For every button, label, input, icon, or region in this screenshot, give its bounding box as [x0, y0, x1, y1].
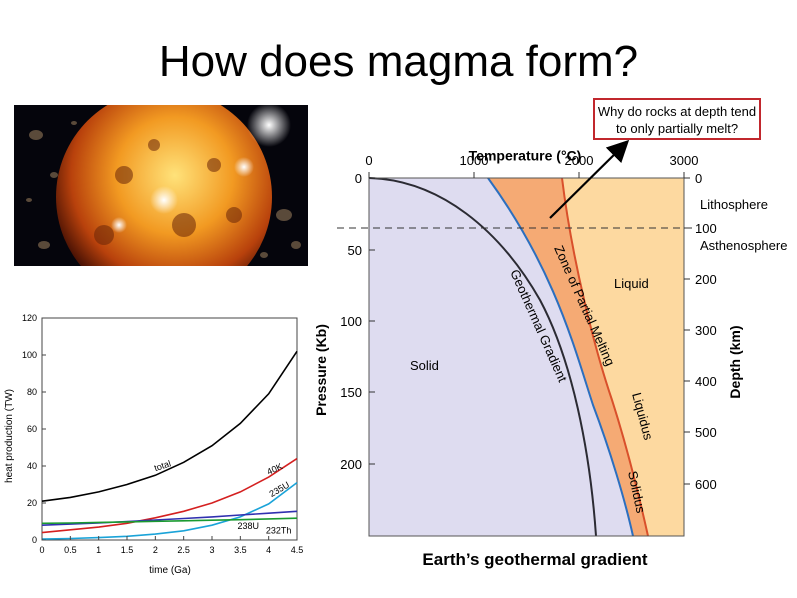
y-tick-label: 120: [22, 313, 37, 323]
chart-plot-frame: [41, 317, 298, 541]
temp-tick-0: 0: [365, 153, 372, 168]
y-tick-label: 0: [32, 535, 37, 545]
y-tick-label: 80: [27, 387, 37, 397]
x-tick-label: 2.5: [177, 545, 190, 555]
solid-region: [369, 178, 633, 536]
series-line-235U: [41, 481, 298, 540]
depth-tick-100: 100: [695, 221, 717, 236]
series-label-238U: 238U: [238, 521, 260, 531]
x-tick-label: 3.5: [234, 545, 247, 555]
depth-tick-0: 0: [695, 171, 702, 186]
y-tick-label: 100: [22, 350, 37, 360]
diagram-caption: Earth’s geothermal gradient: [422, 550, 648, 569]
solidus-line: [487, 177, 634, 537]
x-tick-label: 1: [96, 545, 101, 555]
depth-tick-500: 500: [695, 425, 717, 440]
x-tick-label: 0: [39, 545, 44, 555]
y-tick-label: 60: [27, 424, 37, 434]
chart-y-axis-title: heat production (TW): [4, 389, 15, 483]
temp-tick-3000: 3000: [670, 153, 699, 168]
heat-production-chart: total 40K 235U 238U 232Th 0 0.5 1 1.5 2 2.5 3 3.5 4 4…: [0, 306, 310, 589]
series-line-238U: [41, 510, 298, 526]
x-tick-label: 0.5: [64, 545, 77, 555]
solid-label: Solid: [410, 358, 439, 373]
series-line-40K: [41, 457, 298, 534]
depth-tick-600: 600: [695, 477, 717, 492]
depth-tick-300: 300: [695, 323, 717, 338]
series-line-232Th: [41, 517, 298, 525]
pressure-tick-50: 50: [348, 243, 362, 258]
y-tick-label: 40: [27, 461, 37, 471]
depth-tick-400: 400: [695, 374, 717, 389]
x-tick-label: 1.5: [121, 545, 134, 555]
liquidus-line: [561, 177, 649, 537]
geotherm-diagram: Temperature (°C) 0 1000 2000 3000 0 50 1…: [310, 148, 797, 555]
x-tick-label: 3: [209, 545, 214, 555]
molten-planet-image: [14, 105, 308, 266]
series-line-total: [41, 350, 298, 502]
slide-title: How does magma form?: [158, 37, 639, 86]
asthenosphere-label: Asthenosphere: [700, 238, 787, 253]
series-label-232Th: 232Th: [266, 525, 292, 535]
geotherm-line: [368, 177, 597, 537]
chart-x-axis-title: time (Ga): [149, 565, 191, 576]
callout-box: Why do rocks at depth tend to only parti…: [593, 98, 761, 140]
x-tick-label: 4.5: [291, 545, 304, 555]
x-tick-label: 2: [153, 545, 158, 555]
temp-tick-2000: 2000: [565, 153, 594, 168]
pressure-tick-200: 200: [340, 457, 362, 472]
y-tick-label: 20: [27, 498, 37, 508]
pressure-tick-100: 100: [340, 314, 362, 329]
temp-tick-1000: 1000: [460, 153, 489, 168]
depth-tick-200: 200: [695, 272, 717, 287]
depth-axis-title: Depth (km): [727, 325, 743, 398]
lithosphere-label: Lithosphere: [700, 197, 768, 212]
diagram-frame: [368, 177, 685, 537]
liquid-label: Liquid: [614, 276, 649, 291]
pressure-axis-title: Pressure (Kb): [313, 324, 329, 416]
pressure-tick-0: 0: [355, 171, 362, 186]
pressure-tick-150: 150: [340, 385, 362, 400]
x-tick-label: 4: [266, 545, 271, 555]
